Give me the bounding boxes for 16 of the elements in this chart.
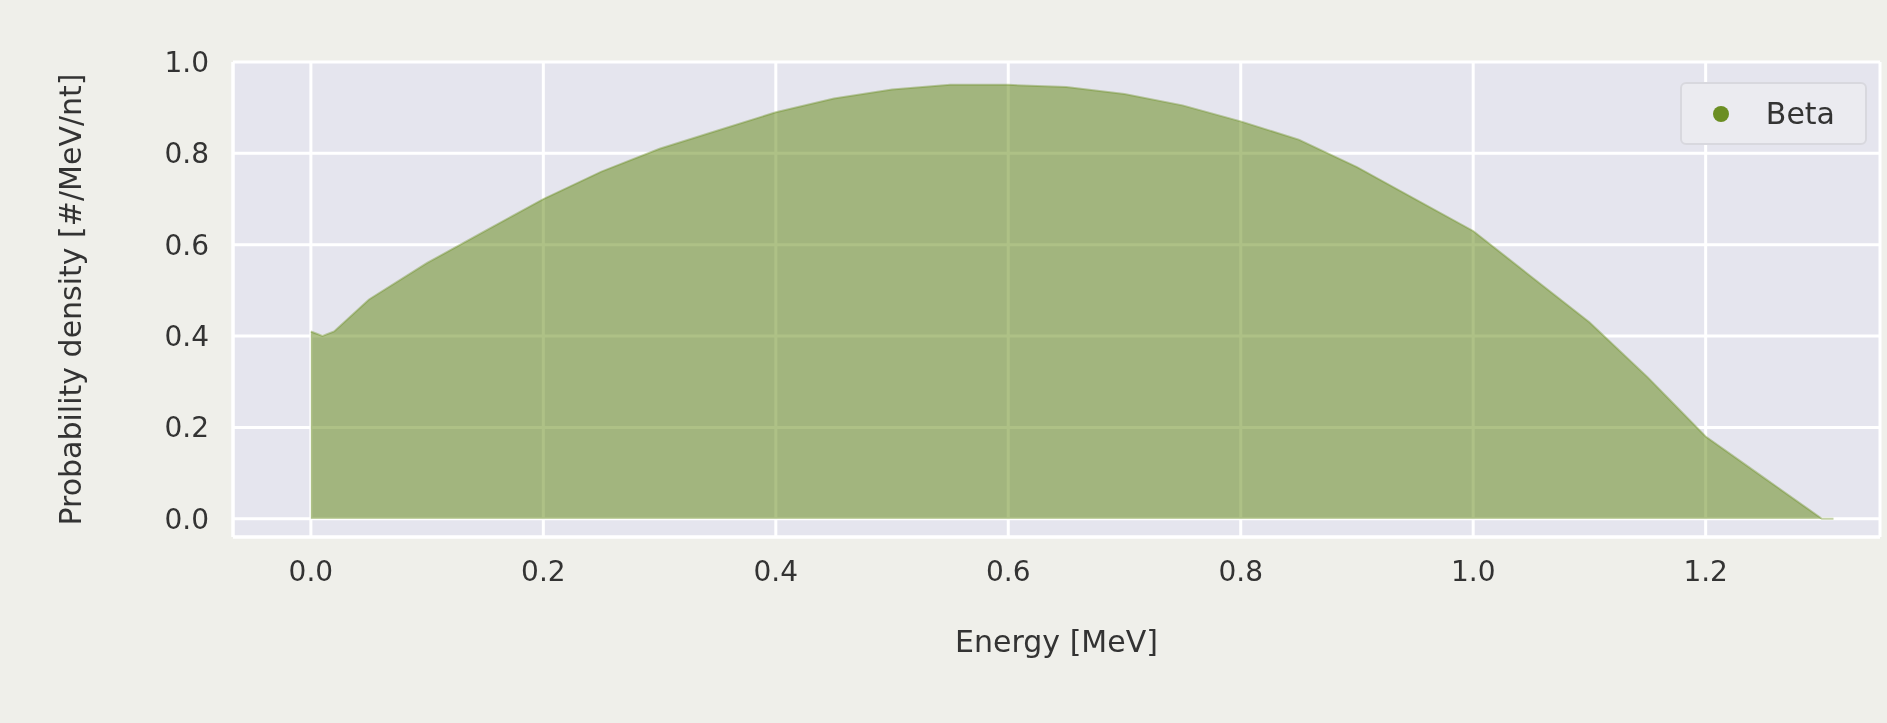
y-tick-label: 1.0: [164, 45, 209, 79]
x-tick-label: 0.2: [521, 554, 566, 588]
x-tick-label: 0.4: [753, 554, 799, 588]
y-axis-title: Probability density [#/MeV/nt]: [52, 73, 88, 526]
x-tick-label: 1.0: [1450, 554, 1496, 588]
x-axis-title: Energy [MeV]: [955, 624, 1158, 659]
y-tick-label: 0.0: [164, 502, 209, 536]
x-tick-label: 0.8: [1218, 554, 1263, 588]
y-tick-label: 0.4: [164, 319, 209, 353]
x-tick-label: 0.0: [288, 554, 334, 588]
x-tick-label: 1.2: [1683, 554, 1728, 588]
y-tick-label: 0.6: [164, 228, 209, 262]
legend-label: Beta: [1765, 96, 1835, 131]
y-tick-label: 0.2: [164, 411, 209, 445]
x-tick-label: 0.6: [986, 554, 1031, 588]
y-tick-label: 0.8: [164, 137, 209, 171]
